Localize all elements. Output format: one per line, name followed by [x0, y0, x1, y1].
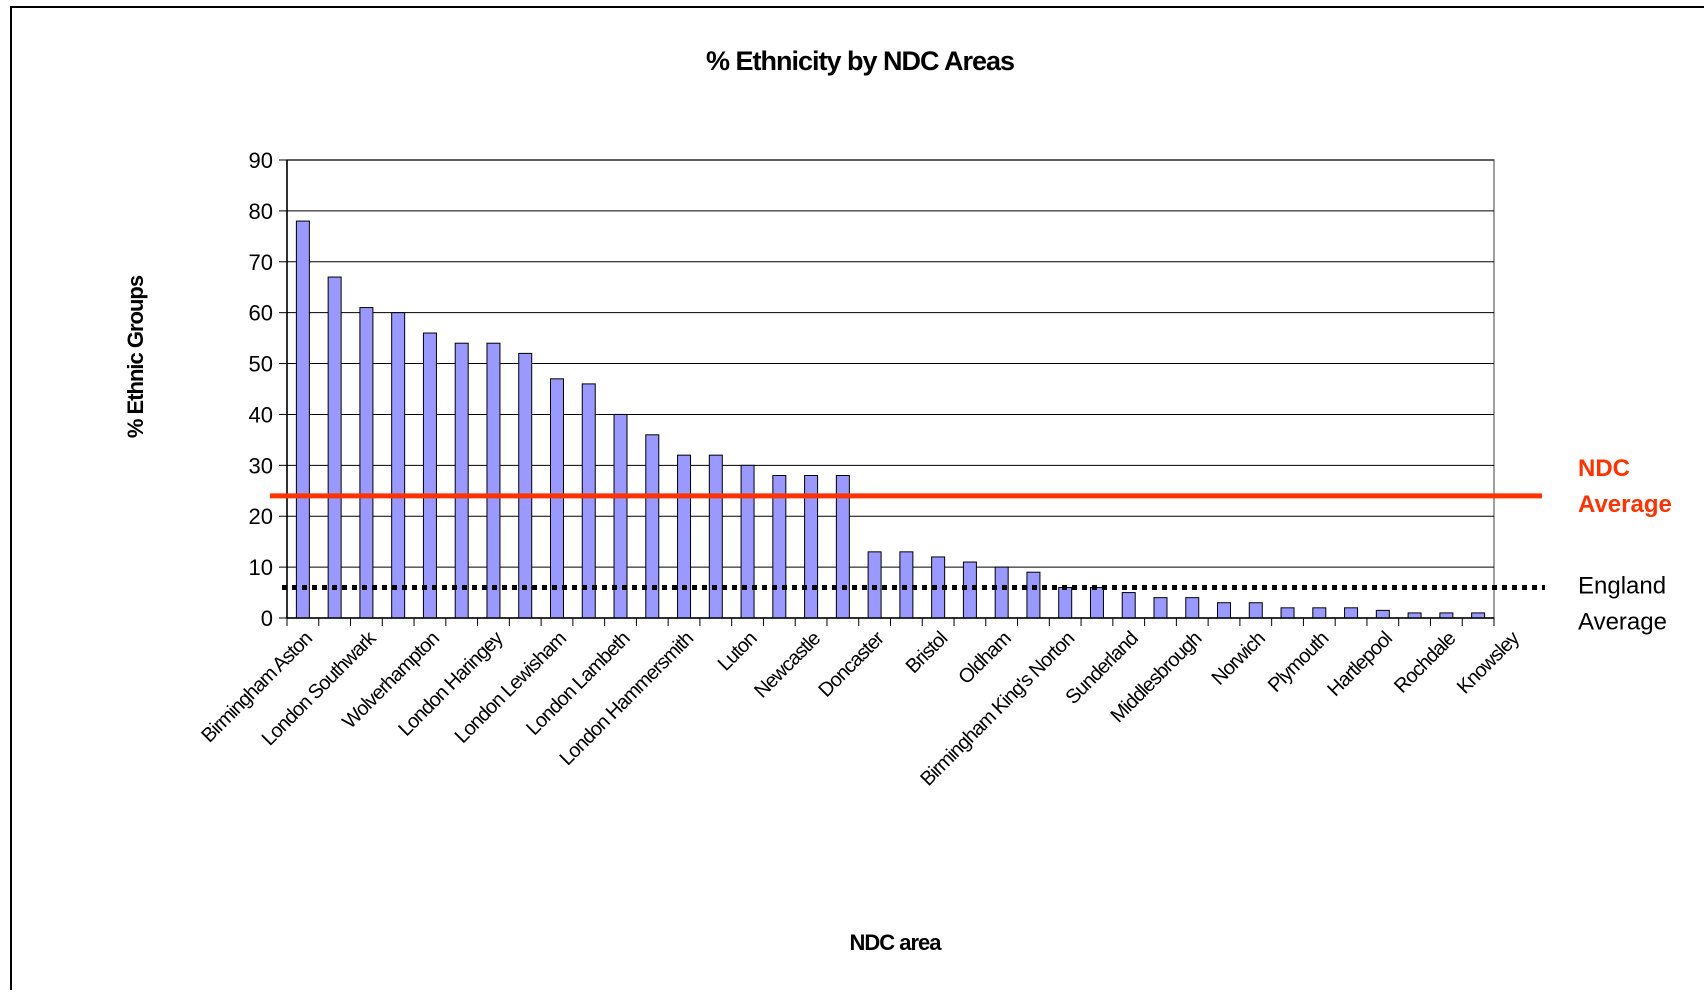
bar — [740, 464, 755, 619]
bar — [899, 551, 914, 619]
bar — [1471, 612, 1486, 619]
bar — [1312, 607, 1327, 619]
bar — [1407, 612, 1422, 619]
bar — [1026, 571, 1041, 619]
bar — [1248, 602, 1263, 619]
bar — [422, 332, 437, 619]
bar — [708, 454, 723, 619]
y-axis-title: % Ethnic Groups — [123, 275, 148, 438]
bar — [1121, 592, 1136, 619]
bar — [1185, 597, 1200, 619]
bar — [677, 454, 692, 619]
ndc-average-label: NDC — [1578, 455, 1630, 482]
bar — [359, 307, 374, 619]
bar — [1217, 602, 1232, 619]
y-tick-label: 70 — [249, 250, 273, 275]
england-average-label: England — [1578, 572, 1666, 599]
chart-title: % Ethnicity by NDC Areas — [706, 46, 1014, 76]
ndc-average-label: Average — [1578, 491, 1672, 518]
bar — [994, 566, 1009, 619]
bar — [1280, 607, 1295, 619]
y-tick-label: 0 — [261, 606, 273, 631]
bar — [295, 220, 310, 619]
x-axis-title: NDC area — [849, 930, 942, 955]
y-tick-label: 80 — [249, 199, 273, 224]
y-tick-label: 40 — [249, 402, 273, 427]
y-tick-label: 30 — [249, 453, 273, 478]
bar — [327, 276, 342, 619]
y-tick-label: 10 — [249, 555, 273, 580]
bar — [549, 378, 564, 619]
bar — [1058, 586, 1073, 619]
bar — [581, 383, 596, 619]
bar — [645, 434, 660, 619]
bar — [391, 312, 406, 619]
y-tick-label: 20 — [249, 504, 273, 529]
bar — [454, 342, 469, 619]
y-tick-label: 60 — [249, 301, 273, 326]
bar — [1375, 609, 1390, 619]
bar — [1089, 586, 1104, 619]
bar — [486, 342, 501, 619]
chart-frame — [10, 6, 1704, 992]
bar — [1344, 607, 1359, 619]
england-average-label: Average — [1578, 608, 1667, 635]
bar — [962, 561, 977, 619]
bar — [1439, 612, 1454, 619]
y-tick-label: 50 — [249, 352, 273, 377]
bar — [867, 551, 882, 619]
bar — [518, 352, 533, 619]
bar — [1153, 597, 1168, 619]
y-tick-label: 90 — [249, 148, 273, 173]
